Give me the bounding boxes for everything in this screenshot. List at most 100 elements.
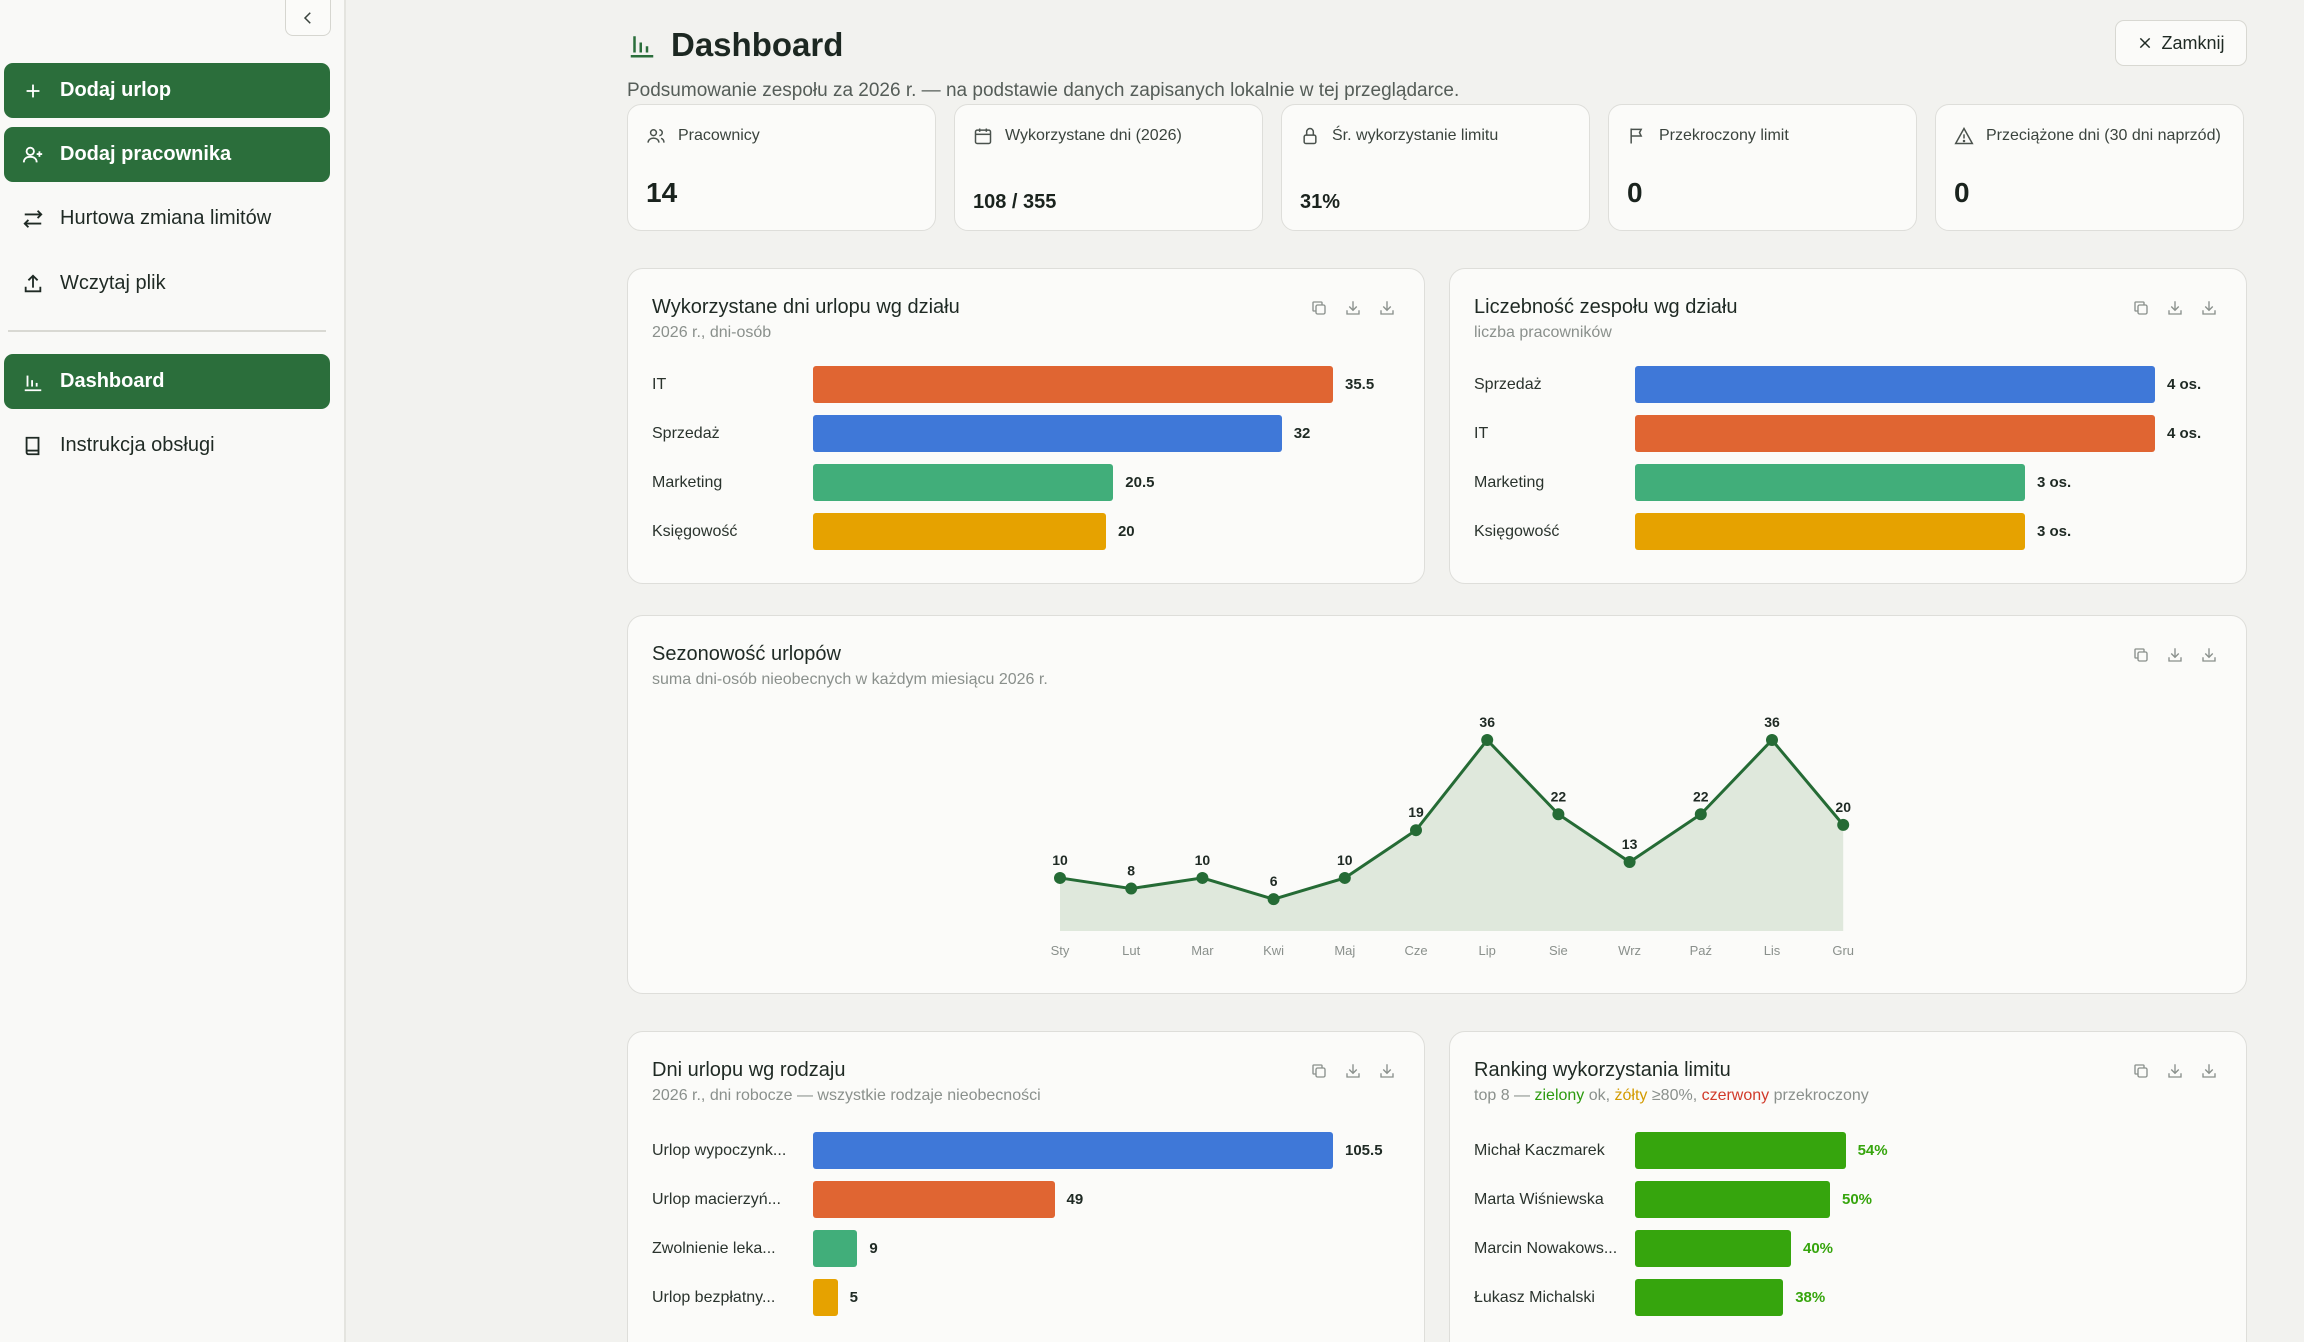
bar <box>813 1230 858 1267</box>
x-tick-label: Sty <box>1051 943 1070 958</box>
chart-subtitle: suma dni-osób nieobecnych w każdym miesi… <box>652 671 1048 688</box>
main-content: Dashboard Podsumowanie zespołu za 2026 r… <box>347 0 2304 1342</box>
bar <box>1635 1279 1784 1316</box>
copy-icon[interactable] <box>1310 1062 1328 1080</box>
copy-icon[interactable] <box>2132 1062 2150 1080</box>
bar-label: Urlop bezpłatny... <box>652 1289 776 1306</box>
bar <box>813 1132 1333 1169</box>
chart-card-seasonality: Sezonowość urlopów suma dni-osób nieobec… <box>627 615 2247 994</box>
sidebar-item-label: Hurtowa zmiana limitów <box>60 207 272 229</box>
x-tick-label: Paź <box>1690 943 1712 958</box>
bar-value-label: 38% <box>1795 1289 1826 1306</box>
chart-title: Ranking wykorzystania limitu <box>1474 1059 1731 1081</box>
download-icon[interactable] <box>1378 1062 1396 1080</box>
data-label: 13 <box>1622 836 1638 852</box>
warning-icon <box>1954 126 1974 145</box>
user-plus-icon <box>22 146 43 162</box>
bar-row: Urlop wypoczynk... 105.5 <box>628 1132 1424 1170</box>
copy-icon[interactable] <box>2132 646 2150 664</box>
chart-card-days-by-dept: Wykorzystane dni urlopu wg działu 2026 r… <box>627 268 1425 584</box>
x-tick-label: Sie <box>1549 943 1568 958</box>
series-line <box>1059 737 1845 901</box>
copy-icon[interactable] <box>2132 299 2150 317</box>
data-label: 22 <box>1551 788 1567 804</box>
bar-row: Księgowość 20 <box>628 513 1424 551</box>
kpi-value: 0 <box>1627 177 1643 208</box>
sidebar-item-load-file[interactable]: Wczytaj plik <box>4 256 330 311</box>
bar-row: Sprzedaż 32 <box>628 415 1424 453</box>
sidebar-item-label: Wczytaj plik <box>60 272 166 294</box>
x-tick-label: Wrz <box>1618 943 1641 958</box>
bar-label: Zwolnienie leka... <box>652 1240 776 1257</box>
sidebar-item-manual[interactable]: Instrukcja obsługi <box>4 418 330 473</box>
download-icon[interactable] <box>1344 299 1362 317</box>
lock-icon <box>1303 127 1317 145</box>
x-tick-label: Lip <box>1479 943 1496 958</box>
data-label: 10 <box>1052 852 1068 868</box>
data-point <box>1196 871 1209 884</box>
sidebar-item-label: Dashboard <box>60 370 165 392</box>
download-icon[interactable] <box>2200 1062 2218 1080</box>
bar-label: Marta Wiśniewska <box>1474 1191 1604 1208</box>
sidebar-item-add-employee[interactable]: Dodaj pracownika <box>4 127 330 182</box>
plus-icon <box>26 84 40 97</box>
close-button[interactable]: Zamknij <box>2115 20 2247 66</box>
bar-row: Urlop bezpłatny... 5 <box>628 1279 1424 1317</box>
bar-value-label: 4 os. <box>2167 425 2202 442</box>
copy-icon[interactable] <box>1310 299 1328 317</box>
download-icon[interactable] <box>2200 299 2218 317</box>
data-point <box>1766 734 1778 746</box>
download-icon[interactable] <box>1344 1062 1362 1080</box>
bar-label: Łukasz Michalski <box>1474 1289 1595 1306</box>
download-icon[interactable] <box>1378 299 1396 317</box>
bar-row: Marta Wiśniewska 50% <box>1450 1181 2246 1219</box>
bar-label: Księgowość <box>1474 523 1560 540</box>
bar-row: Marketing 3 os. <box>1450 464 2246 502</box>
data-point <box>1054 871 1066 884</box>
download-icon[interactable] <box>2166 1062 2184 1080</box>
chart-title: Liczebność zespołu wg działu <box>1474 296 1738 318</box>
sidebar-item-add-leave[interactable]: Dodaj urlop <box>4 63 330 118</box>
bar-chart-icon <box>630 36 654 58</box>
chevron-left-icon <box>303 11 311 24</box>
bar <box>813 464 1114 501</box>
chart-title: Sezonowość urlopów <box>652 643 841 665</box>
bar <box>1635 513 2025 550</box>
kpi-card-exceeded: Przekroczony limit 0 <box>1608 104 1917 231</box>
bar <box>1635 415 2155 452</box>
chart-subtitle: top 8 — zielony ok, żółty ≥80%, czerwony… <box>1474 1087 1869 1104</box>
sidebar-item-bulk-limits[interactable]: Hurtowa zmiana limitów <box>4 191 330 246</box>
kpi-value: 31% <box>1300 191 1341 213</box>
close-button-label: Zamknij <box>2161 32 2225 53</box>
sidebar-item-label: Dodaj pracownika <box>60 143 232 165</box>
data-point <box>1125 882 1138 895</box>
page-header: Dashboard <box>627 26 843 64</box>
download-icon[interactable] <box>2166 299 2184 317</box>
bar-value-label: 3 os. <box>2037 474 2072 491</box>
bar-value-label: 3 os. <box>2037 523 2072 540</box>
page-title: Dashboard <box>671 26 844 63</box>
bar-row: IT 4 os. <box>1450 415 2246 453</box>
data-point <box>1410 824 1422 837</box>
data-label: 10 <box>1195 852 1211 868</box>
chart-subtitle: 2026 r., dni-osób <box>652 324 772 341</box>
sidebar-divider <box>8 330 326 332</box>
download-icon[interactable] <box>2200 646 2218 664</box>
download-icon[interactable] <box>2166 646 2184 664</box>
kpi-value: 14 <box>646 177 678 208</box>
kpi-value: 0 <box>1954 177 1970 208</box>
data-point <box>1481 734 1494 746</box>
collapse-sidebar-button[interactable] <box>285 0 331 36</box>
data-label: 6 <box>1270 873 1278 889</box>
bar-row: Michał Kaczmarek 54% <box>1450 1132 2246 1170</box>
bar <box>1635 1132 1846 1169</box>
bar-label: Marketing <box>652 474 723 491</box>
kpi-card-used-days: Wykorzystane dni (2026) 108 / 355 <box>954 104 1263 231</box>
bar-value-label: 9 <box>869 1240 878 1257</box>
bar-label: Urlop wypoczynk... <box>652 1142 787 1159</box>
kpi-label: Pracownicy <box>678 127 760 144</box>
bar-row: Marcin Nowakows... 40% <box>1450 1230 2246 1268</box>
data-point <box>1623 856 1636 869</box>
bar-label: Marketing <box>1474 474 1545 491</box>
sidebar-item-dashboard[interactable]: Dashboard <box>4 354 330 409</box>
